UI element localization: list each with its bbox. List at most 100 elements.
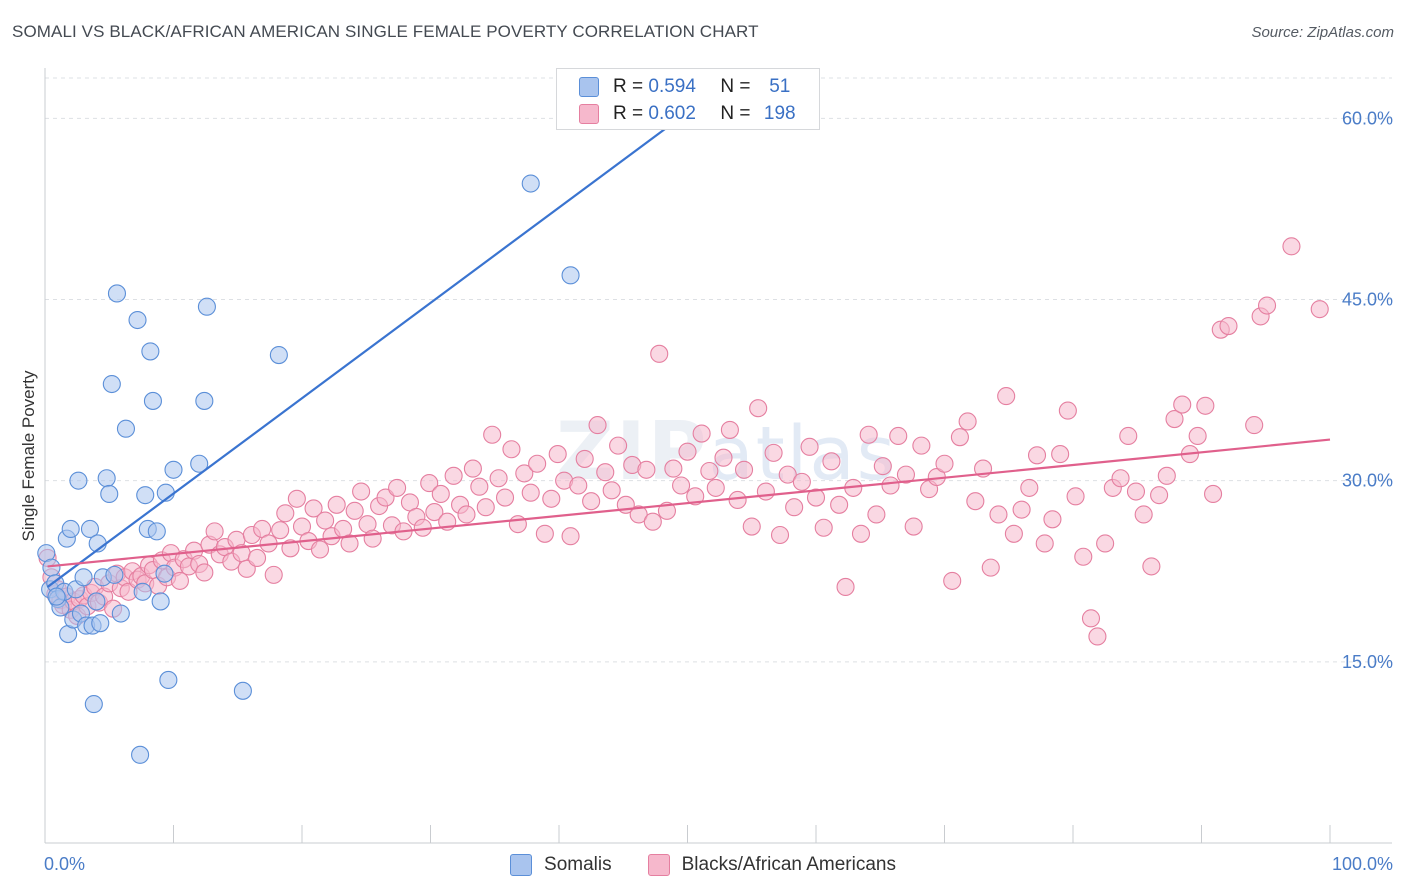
black-point	[1142, 557, 1161, 576]
black-point	[1165, 410, 1184, 429]
somali-point	[84, 695, 103, 714]
black-n-value: 198	[763, 103, 796, 124]
black-point	[792, 472, 811, 491]
black-point	[836, 577, 855, 596]
black-point	[778, 465, 797, 484]
black-point	[873, 457, 892, 476]
black-point	[935, 454, 954, 473]
black-point	[609, 436, 628, 455]
black-point	[1204, 484, 1223, 503]
black-point	[672, 476, 691, 495]
somali-point	[136, 486, 155, 505]
black-point	[569, 476, 588, 495]
black-point	[1119, 426, 1138, 446]
black-point	[561, 527, 580, 546]
black-point	[1088, 627, 1107, 646]
black-point	[195, 563, 214, 582]
black-point	[943, 571, 962, 590]
somali-point	[111, 604, 130, 623]
black-point	[950, 428, 969, 447]
somali-point	[74, 568, 93, 587]
legend-item-blacks[interactable]: Blacks/African Americans	[647, 854, 896, 876]
black-point	[602, 481, 621, 500]
somali-points	[37, 174, 580, 764]
black-legend-swatch	[647, 854, 670, 876]
black-point	[1081, 609, 1101, 628]
black-point	[483, 425, 502, 444]
somali-point	[197, 297, 216, 316]
somali-point	[87, 592, 106, 611]
somali-point	[116, 419, 136, 438]
black-point	[304, 499, 323, 518]
black-point	[1074, 547, 1093, 566]
black-point	[582, 492, 601, 511]
black-point	[720, 420, 739, 439]
black-point	[1012, 500, 1031, 519]
legend-row-somali: R = 0.594 N = 51	[579, 74, 804, 100]
black-point	[770, 525, 790, 545]
somali-point	[269, 345, 288, 365]
black-point	[470, 477, 489, 496]
black-point	[548, 445, 567, 464]
chart-title: SOMALI VS BLACK/AFRICAN AMERICAN SINGLE …	[12, 22, 759, 41]
y-axis-title: Single Female Poverty	[19, 370, 38, 542]
black-point	[457, 505, 476, 524]
black-point	[728, 490, 747, 510]
black-point	[463, 459, 482, 478]
somali-point	[141, 342, 160, 361]
black-trend-line	[47, 438, 1331, 568]
black-point	[388, 478, 407, 497]
black-point	[756, 482, 775, 501]
black-point	[340, 534, 359, 553]
somali-point	[97, 469, 116, 488]
somali-point	[100, 484, 119, 503]
black-point	[420, 474, 439, 493]
somali-point	[133, 582, 152, 601]
black-point	[431, 484, 450, 503]
n-label: N =	[720, 76, 751, 97]
black-point	[1188, 426, 1207, 446]
somali-point	[91, 614, 110, 633]
black-point	[830, 495, 849, 514]
somali-point	[42, 558, 61, 577]
black-point	[686, 487, 705, 506]
somali-trend-line	[46, 111, 689, 588]
black-point	[764, 443, 783, 462]
somali-point	[155, 564, 174, 583]
black-point	[542, 489, 561, 508]
black-r-value: 0.602	[648, 103, 696, 124]
black-point	[1157, 466, 1176, 485]
somali-point	[151, 592, 170, 611]
somali-point	[105, 565, 124, 584]
black-point	[785, 498, 804, 517]
black-point	[489, 469, 508, 488]
black-point	[643, 512, 662, 531]
black-point	[170, 571, 189, 590]
black-point	[814, 518, 833, 537]
black-point	[851, 524, 871, 543]
black-point	[476, 498, 495, 517]
r-label: R =	[613, 103, 644, 124]
black-point	[276, 504, 295, 523]
black-point	[1282, 237, 1301, 256]
axes	[44, 68, 1392, 844]
y-tick-label: 30.0%	[1342, 471, 1393, 491]
black-point	[1051, 445, 1070, 464]
legend-item-somalis[interactable]: Somalis	[510, 854, 612, 876]
black-point	[1134, 505, 1153, 524]
source-label: Source: ZipAtlas.com	[1251, 24, 1394, 41]
black-point	[1020, 478, 1039, 497]
black-point	[1245, 416, 1264, 435]
black-point	[1035, 534, 1054, 553]
somali-point	[190, 454, 209, 473]
black-point	[896, 465, 916, 484]
black-point	[528, 454, 547, 473]
black-point	[889, 426, 908, 446]
tick-labels: 15.0% 30.0% 45.0% 60.0% 0.0% 100.0% Single Fem…	[19, 108, 1393, 874]
somali-n-value: 51	[769, 76, 791, 97]
black-point	[806, 488, 826, 507]
black-point	[1257, 296, 1277, 315]
black-point	[1043, 510, 1062, 529]
somali-point	[164, 460, 183, 479]
